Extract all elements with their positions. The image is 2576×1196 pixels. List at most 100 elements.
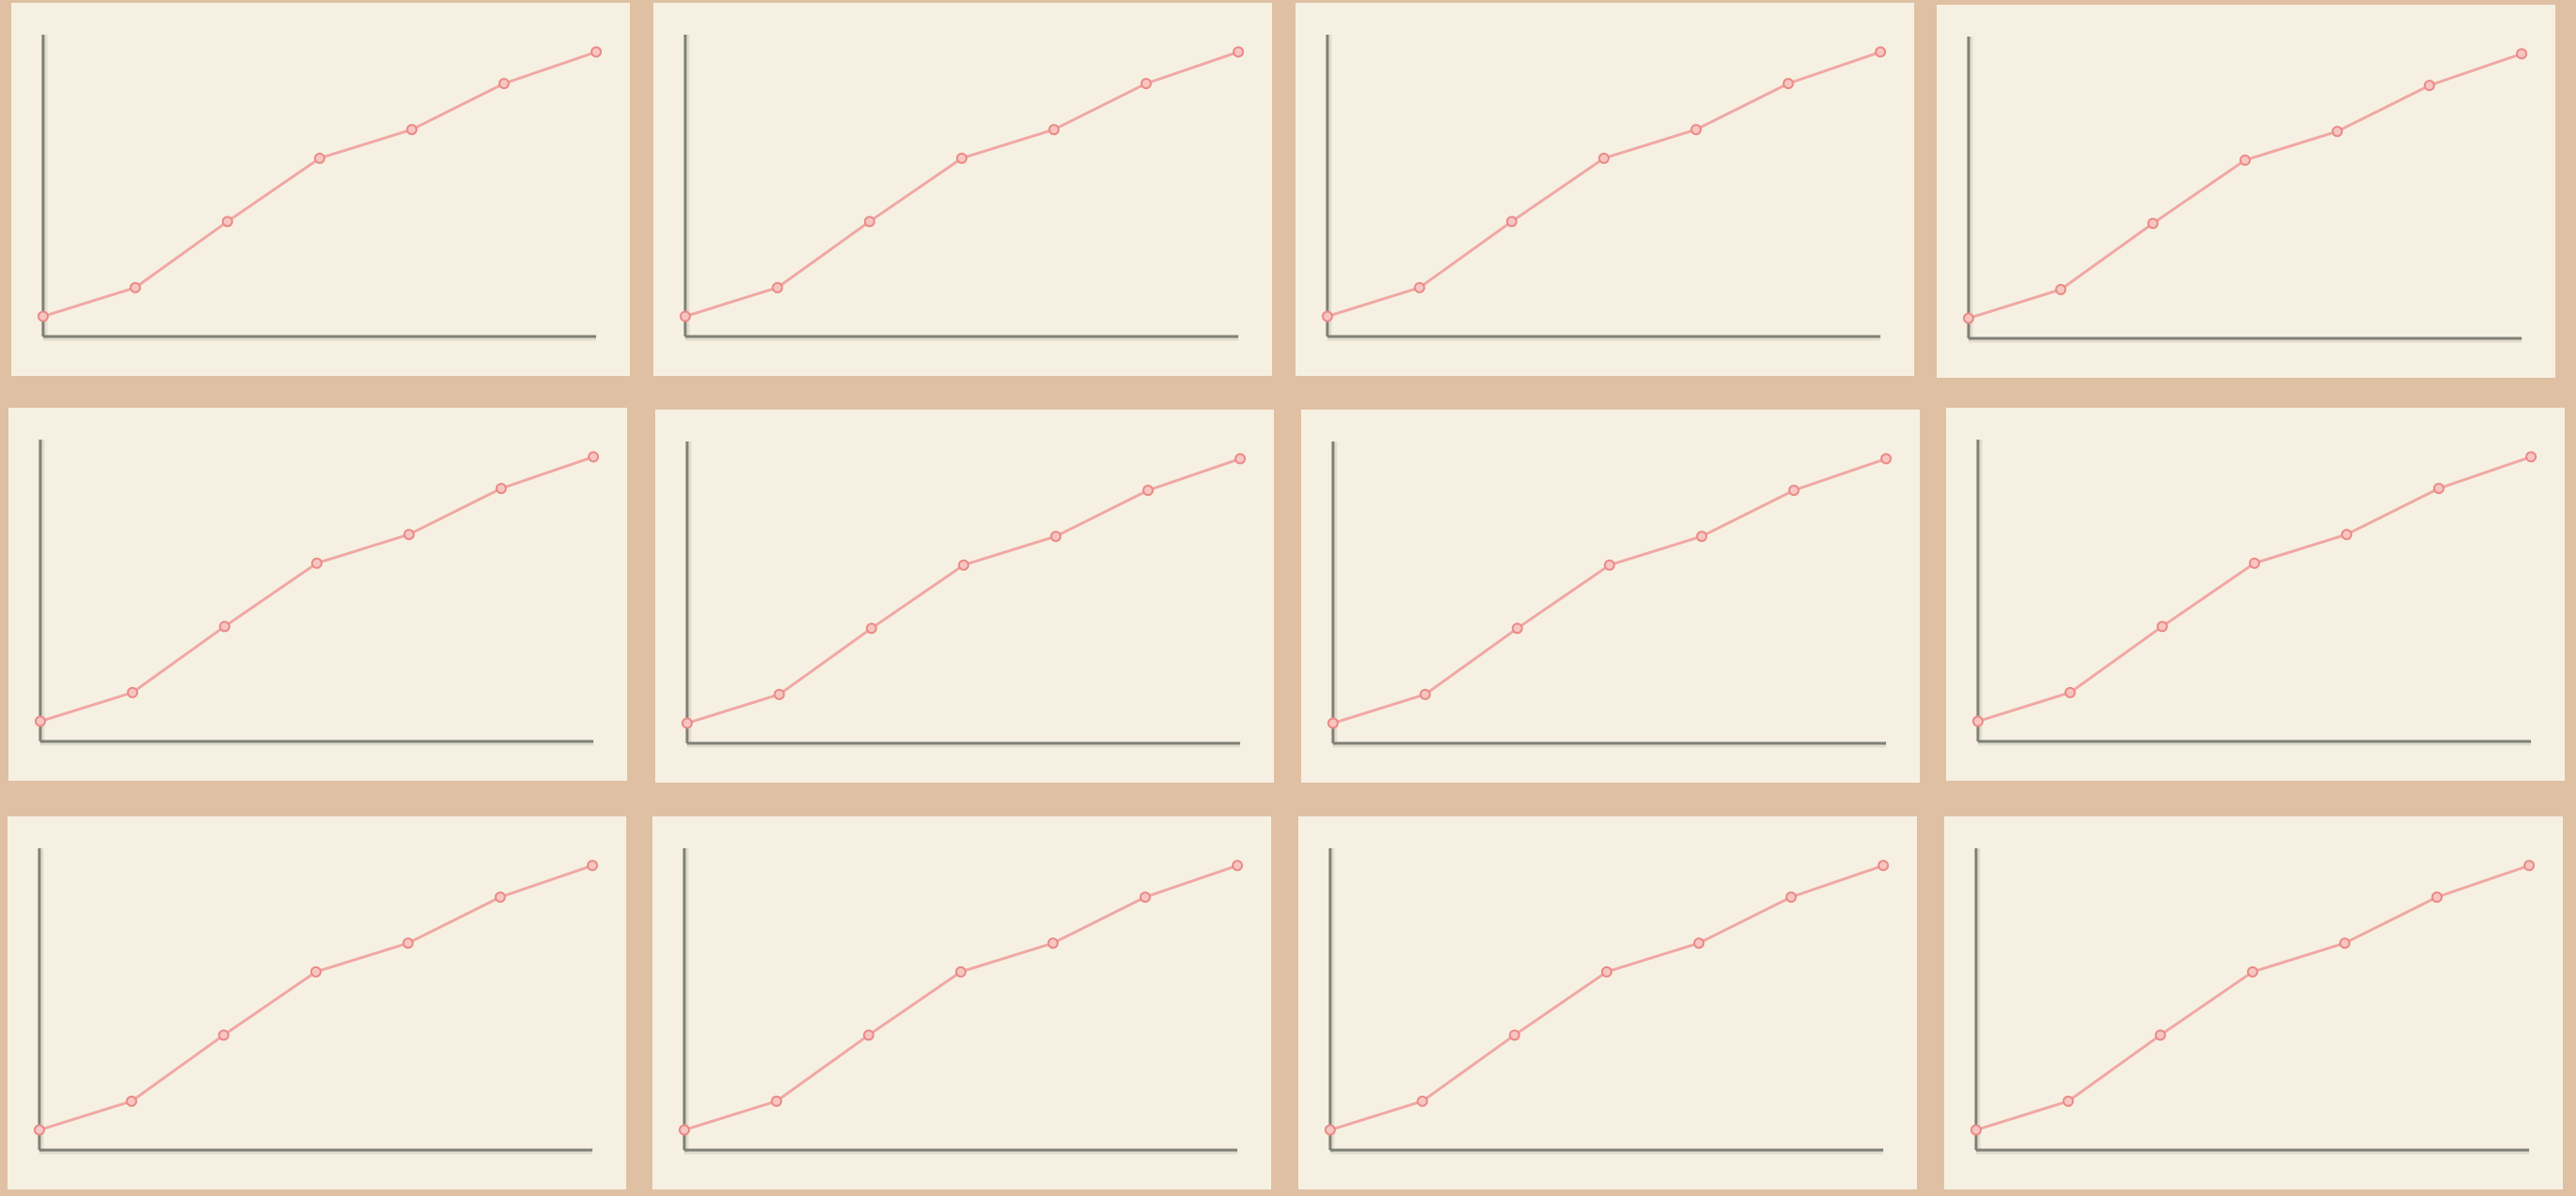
data-point-3 [2156, 620, 2168, 633]
data-point-3 [1511, 622, 1523, 635]
data-point-7 [1875, 46, 1886, 58]
data-point-4 [314, 152, 325, 164]
data-point-6 [498, 78, 510, 90]
chart-panel-11 [1298, 816, 1917, 1189]
data-point-2 [2055, 283, 2067, 295]
data-point-3 [1508, 1029, 1520, 1041]
chart-svg [679, 848, 1243, 1155]
data-point-2 [771, 281, 784, 293]
chart-panel-12 [1944, 816, 2563, 1189]
data-point-7 [2525, 451, 2537, 463]
chart-panel-1 [11, 3, 630, 376]
data-point-1 [681, 717, 693, 729]
data-point-5 [2331, 126, 2344, 138]
data-point-6 [2433, 483, 2445, 495]
chart-panel-6 [655, 410, 1274, 783]
chart-svg [37, 35, 602, 341]
data-point-7 [591, 46, 602, 58]
chart-svg [1972, 440, 2537, 746]
chart-svg [35, 440, 599, 746]
data-point-2 [771, 1095, 783, 1107]
series-line [1331, 456, 1888, 725]
series-line [1976, 455, 2533, 724]
data-point-1 [679, 1124, 690, 1136]
data-point-3 [1505, 216, 1518, 228]
data-point-5 [1048, 124, 1060, 136]
data-point-5 [1050, 531, 1062, 543]
chart-panel-9 [7, 816, 626, 1189]
series-line [685, 456, 1242, 725]
data-point-4 [2247, 965, 2258, 978]
data-point-7 [2516, 48, 2527, 60]
data-point-4 [955, 965, 966, 978]
data-point-6 [495, 483, 507, 495]
series-line [682, 863, 1239, 1132]
chart-panel-8 [1946, 408, 2565, 781]
data-point-2 [2062, 1095, 2074, 1107]
data-point-7 [587, 860, 598, 872]
data-point-4 [1601, 965, 1612, 978]
data-point-3 [218, 620, 231, 633]
chart-panel-3 [1295, 3, 1914, 376]
data-point-1 [1963, 312, 1974, 324]
chart-panel-2 [653, 3, 1272, 376]
data-point-1 [1327, 717, 1339, 729]
data-point-5 [1690, 124, 1702, 136]
data-point-6 [2423, 80, 2435, 92]
data-point-4 [1598, 152, 1610, 164]
data-point-2 [2064, 686, 2076, 698]
data-point-1 [680, 310, 691, 322]
data-point-4 [311, 557, 322, 569]
chart-panel-7 [1301, 410, 1920, 783]
series-line [683, 50, 1240, 319]
chart-svg [681, 441, 1246, 748]
data-point-3 [221, 216, 233, 228]
data-point-7 [1235, 453, 1246, 465]
chart-svg [1322, 35, 1886, 341]
chart-panel-10 [652, 816, 1271, 1189]
data-point-1 [1972, 715, 1984, 727]
series-line [1974, 863, 2531, 1132]
data-point-5 [2341, 529, 2353, 541]
data-point-2 [773, 688, 786, 700]
data-point-2 [126, 1095, 138, 1107]
chart-svg [1327, 441, 1892, 748]
data-point-1 [1325, 1124, 1336, 1136]
data-point-3 [2147, 217, 2159, 230]
data-point-6 [494, 891, 506, 904]
chart-panel-5 [8, 408, 627, 781]
data-point-6 [1139, 891, 1151, 904]
data-point-2 [1419, 688, 1431, 700]
series-line [38, 455, 595, 724]
data-point-5 [402, 937, 414, 949]
chart-svg [34, 848, 598, 1155]
data-point-6 [1785, 891, 1797, 904]
chart-svg [1325, 848, 1889, 1155]
series-line [1325, 50, 1882, 319]
data-point-4 [1604, 559, 1615, 571]
data-point-5 [1696, 531, 1708, 543]
data-point-3 [865, 622, 877, 635]
data-point-3 [217, 1029, 230, 1041]
series-line [37, 863, 594, 1132]
data-point-4 [2239, 154, 2251, 166]
data-point-1 [34, 1124, 45, 1136]
data-point-6 [1142, 485, 1154, 497]
data-point-3 [2154, 1029, 2166, 1041]
data-point-7 [588, 451, 599, 463]
data-point-7 [1233, 46, 1244, 58]
series-line [1967, 52, 2524, 321]
data-point-3 [863, 216, 876, 228]
data-point-4 [956, 152, 967, 164]
data-point-7 [1878, 860, 1889, 872]
data-point-4 [958, 559, 969, 571]
data-point-4 [310, 965, 322, 978]
data-point-5 [1693, 937, 1705, 949]
data-point-1 [35, 715, 46, 727]
data-point-5 [1047, 937, 1059, 949]
data-point-6 [2431, 891, 2443, 904]
data-point-1 [1322, 310, 1333, 322]
data-point-6 [1782, 78, 1794, 90]
chart-panel-4 [1937, 5, 2555, 378]
data-point-3 [862, 1029, 875, 1041]
